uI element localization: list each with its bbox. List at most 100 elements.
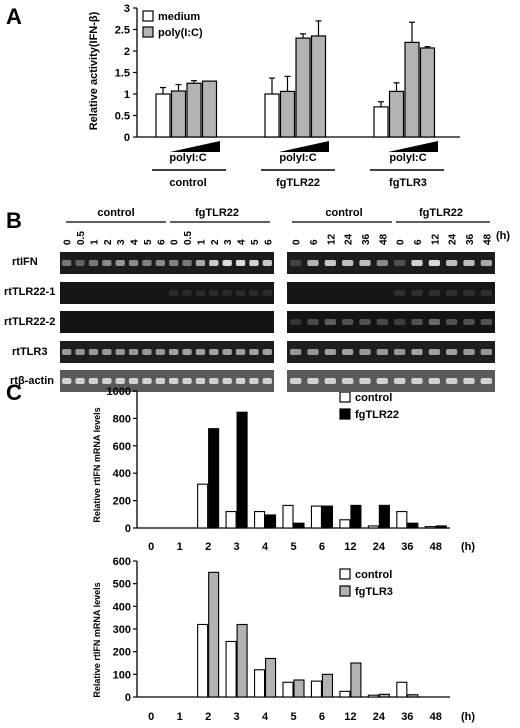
gel-band: [209, 349, 219, 355]
gel-band: [195, 378, 206, 384]
gel-band: [411, 260, 423, 266]
gel-band: [195, 260, 206, 266]
gel-band: [222, 260, 232, 266]
gel-lane-time: 6: [413, 239, 424, 245]
panel-c-top-bar-control: [424, 526, 436, 529]
gel-band: [75, 349, 85, 355]
gel-strip-right: [287, 282, 495, 304]
legend-medium-swatch: [142, 10, 154, 22]
panel-c-top-bar-control: [253, 511, 266, 529]
dose-triangle: [170, 141, 220, 152]
gel-band: [359, 319, 371, 325]
gel-band: [75, 260, 85, 266]
gel-band: [463, 290, 475, 296]
panel-c-bottom-bar-treat: [208, 571, 220, 698]
gel-strip-right: [287, 370, 495, 392]
dose-label-control: polyI:C: [169, 152, 206, 164]
gel-lane-time: 6: [263, 239, 274, 245]
panel-a-ytick-label: 2.5: [115, 25, 130, 37]
panel-c-bottom-xtick-label: 36: [401, 711, 413, 723]
panel-a-ytick-label: 2: [124, 46, 130, 58]
gel-lane-time: 6: [156, 239, 167, 245]
gel-lane-time: 0.5: [183, 231, 194, 245]
gel-band: [182, 349, 192, 355]
panel-c-bottom-ytick-label: 500: [113, 579, 131, 591]
legend-control-swatch-bottom: [339, 568, 351, 580]
panel-a: Relative activity(IFN-β) medium poly(I:C…: [88, 10, 427, 189]
panel-c-bottom-unit: (h): [461, 711, 475, 723]
panel-c-bottom-xtick-label: 5: [290, 711, 296, 723]
gel-band: [155, 260, 165, 266]
panel-c-bottom-xtick-label: 2: [205, 711, 211, 723]
panel-c-top-bar-treat: [350, 504, 362, 529]
panel-c-top-xtick-label: 2: [205, 541, 211, 553]
panel-c-top-ytick-label: 600: [113, 441, 131, 453]
panel-c-bottom-bar-treat: [378, 693, 390, 698]
panel-b-gels: 0 0.5 1 2 3 4 5 6 0 0.5 1 2 3 4 5 6 0 6 12 24 36 48 0 6 12 24 36 48: [60, 221, 495, 392]
gel-band: [463, 319, 475, 325]
gel-band: [446, 319, 458, 325]
gel-band: [62, 349, 72, 355]
panel-c-bottom-ytick-label: 100: [113, 669, 131, 681]
gel-band: [342, 319, 354, 325]
group-label-fgtlr3: fgTLR3: [389, 177, 427, 189]
panel-c-bottom-xtick-label: 48: [430, 711, 442, 723]
gel-band: [222, 290, 232, 296]
gel-strip-left: [60, 341, 274, 363]
gel-band: [376, 319, 388, 325]
panel-c-bottom-bar-control: [339, 690, 351, 698]
panel-c-top-bar-treat: [293, 522, 305, 529]
gel-band: [411, 378, 423, 384]
dose-triangle: [388, 141, 438, 152]
gel-lane-time: 5: [143, 239, 154, 245]
panel-a-bar: [279, 90, 296, 138]
legend-fgtlr3-label: fgTLR3: [355, 586, 393, 598]
panel-c-bottom-bar-treat: [321, 673, 334, 698]
panel-c-top-bar-control: [396, 511, 408, 529]
gel-band: [480, 349, 492, 355]
panel-c-top-xtick-label: 36: [401, 541, 413, 553]
panel-c-bottom-bar-control: [225, 640, 237, 698]
panel-c-top-ytick-label: 200: [113, 496, 131, 508]
gel-lane-time: 0: [396, 239, 407, 245]
panel-c-top-ytick-label: 400: [113, 468, 131, 480]
panel-c-bottom-bar-control: [197, 623, 209, 698]
panel-c-top-bar-control: [225, 511, 237, 529]
legend-fgtlr22-label: fgTLR22: [355, 409, 399, 421]
panel-c-top-bar-treat: [378, 504, 390, 529]
gel-band: [480, 260, 492, 266]
panel-c-bottom-bar-treat: [236, 623, 248, 698]
panel-c-bottom-xtick-label: 3: [234, 711, 240, 723]
panel-a-ytick-label: 0: [124, 132, 130, 144]
panel-c-top-bar-treat: [435, 525, 447, 529]
gel-band: [169, 349, 179, 355]
gel-lane-time: 24: [448, 233, 459, 245]
gel-band: [342, 260, 354, 266]
gel-strip-right: [287, 311, 495, 333]
gel-band: [62, 378, 72, 384]
panel-a-bar: [404, 41, 420, 138]
panel-c-top-ylabel: Relative rtIFN mRNA levels: [92, 407, 102, 522]
gel-lane-time: 4: [237, 239, 248, 245]
panel-c-top-ytick-label: 0: [125, 523, 131, 535]
panel-a-bar: [170, 90, 187, 138]
gel-lane-time: 36: [465, 233, 476, 245]
panel-c-bottom-xtick-label: 12: [344, 711, 356, 723]
gel-band: [235, 378, 246, 384]
gel-lane-time: 36: [361, 233, 372, 245]
gel-band: [155, 378, 165, 384]
gel-right-group-control: control: [325, 207, 362, 219]
panel-c-top-xtick-label: 48: [430, 541, 442, 553]
gel-band: [128, 378, 139, 384]
gel-band: [411, 290, 423, 296]
gel-band: [480, 378, 492, 384]
dose-label-fgtlr22: polyI:C: [279, 152, 316, 164]
gel-band: [235, 290, 246, 296]
gel-lane-time: 1: [196, 239, 207, 245]
panel-a-ytick-label: 3: [124, 3, 130, 15]
gel-band: [209, 290, 219, 296]
panel-c-top-bar-treat: [321, 505, 334, 529]
gel-band: [480, 290, 492, 296]
panel-c-top-bar-control: [339, 519, 351, 529]
